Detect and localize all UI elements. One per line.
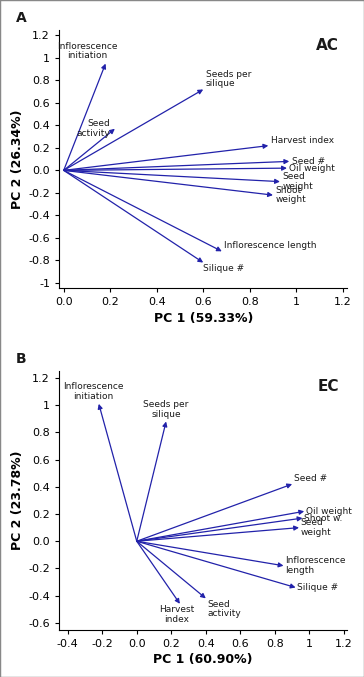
Text: B: B xyxy=(16,352,27,366)
Text: Seeds per
silique: Seeds per silique xyxy=(143,400,189,419)
X-axis label: PC 1 (59.33%): PC 1 (59.33%) xyxy=(154,311,253,324)
Text: Shoot
weight: Shoot weight xyxy=(275,185,306,204)
Text: Seed
weight: Seed weight xyxy=(301,519,332,537)
Text: Seeds per
silique: Seeds per silique xyxy=(206,70,251,88)
Text: A: A xyxy=(16,11,27,24)
Text: Silique #: Silique # xyxy=(297,583,339,592)
Text: Seed #: Seed # xyxy=(292,157,325,166)
Text: Inflorescence
initiation: Inflorescence initiation xyxy=(63,383,124,401)
Text: EC: EC xyxy=(317,379,339,394)
Text: Seed
activity: Seed activity xyxy=(207,600,241,619)
Text: Silique #: Silique # xyxy=(203,263,244,273)
X-axis label: PC 1 (60.90%): PC 1 (60.90%) xyxy=(154,653,253,666)
Text: Seed
activity: Seed activity xyxy=(76,119,110,138)
Text: Harvest
index: Harvest index xyxy=(159,605,194,624)
Text: Harvest index: Harvest index xyxy=(271,135,334,144)
Text: Shoot w.: Shoot w. xyxy=(304,514,343,523)
Text: AC: AC xyxy=(316,38,339,53)
Text: Inflorescence
length: Inflorescence length xyxy=(285,556,346,575)
Text: Inflorescence
initiation: Inflorescence initiation xyxy=(57,41,117,60)
Text: Oil weight: Oil weight xyxy=(306,507,352,516)
Y-axis label: PC 2 (26.34%): PC 2 (26.34%) xyxy=(11,110,24,209)
Text: Seed #: Seed # xyxy=(294,474,327,483)
Text: Inflorescence length: Inflorescence length xyxy=(224,241,317,250)
Text: Oil weight: Oil weight xyxy=(289,164,335,173)
Y-axis label: PC 2 (23.78%): PC 2 (23.78%) xyxy=(11,451,24,550)
Text: Seed
weight: Seed weight xyxy=(282,172,313,191)
